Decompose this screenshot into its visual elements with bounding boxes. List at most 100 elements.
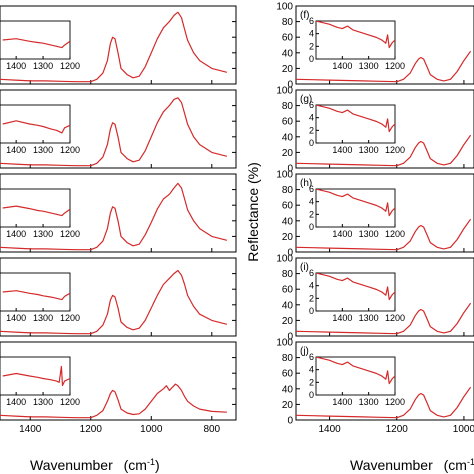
panel-g-inset-y-tick-label: 4 xyxy=(309,113,314,123)
panel-i-inset-series-line xyxy=(316,273,395,301)
panel-b: 1400 1300 1200 xyxy=(0,89,237,169)
panel-j-inset-series-line xyxy=(316,357,395,385)
panel-f-inset-series-line xyxy=(316,21,395,49)
panel-g-letter: (g) xyxy=(300,94,312,105)
panel-f-letter: (f) xyxy=(300,10,309,21)
panel-g-y-tick-label: 20 xyxy=(282,148,294,159)
panel-f-inset-x-tick-label: 1300 xyxy=(359,61,379,71)
left-x-axis-title-text: Wavenumber xyxy=(30,457,113,473)
panel-h: 0 20 40 60 80 100 (h) 0 2 4 6 1400 1300 1200 xyxy=(276,170,474,259)
panel-d-inset-x-tick-label: 1300 xyxy=(33,313,53,323)
panel-f: 0 20 40 60 80 100 (f) 0 2 4 6 1400 1300 1200 xyxy=(276,2,474,91)
panel-a-frame xyxy=(0,5,237,85)
panel-g-y-tick-label: 40 xyxy=(282,132,294,143)
panel-h-inset-x-tick-label: 1300 xyxy=(359,229,379,239)
panel-f-y-tick-label: 100 xyxy=(276,2,293,13)
panel-f-y-tick-label: 40 xyxy=(282,48,294,59)
panel-b-inset-frame xyxy=(0,104,71,144)
panel-h-y-tick-label: 40 xyxy=(282,216,294,227)
panel-b-inset-series-line xyxy=(2,120,70,134)
panel-d-inset-x-tick-label: 1400 xyxy=(6,313,26,323)
panel-a-inset-x-tick-label: 1300 xyxy=(33,61,53,71)
y-axis-title: Reflectance (%) xyxy=(245,162,261,262)
panel-i-y-tick-label: 0 xyxy=(287,332,293,343)
panel-j-inset-y-tick-label: 0 xyxy=(309,390,314,400)
panel-e-inset: 1400 1300 1200 xyxy=(0,356,80,407)
panel-i-inset-x-tick-label: 1300 xyxy=(359,313,379,323)
panel-c-inset-x-tick-label: 1200 xyxy=(60,229,80,239)
panel-h-inset-frame xyxy=(315,188,396,228)
panel-j-y-tick-label: 100 xyxy=(276,338,293,349)
panel-e: 1400 1200 1000 800 1400 1300 1200 xyxy=(0,341,237,435)
left-x-axis-unit-exponent: -1 xyxy=(147,457,155,467)
left-x-axis-unit: (cm xyxy=(124,457,147,473)
panel-c-inset: 1400 1300 1200 xyxy=(0,188,80,239)
panel-h-letter: (h) xyxy=(300,178,312,189)
panel-g-y-tick-label: 60 xyxy=(282,117,294,128)
panel-g-inset-x-tick-label: 1300 xyxy=(359,145,379,155)
panel-f-inset-y-tick-label: 2 xyxy=(309,41,314,51)
panel-h-series-line xyxy=(296,218,472,251)
panel-f-y-tick-label: 0 xyxy=(287,80,293,91)
panel-j-frame xyxy=(295,341,474,421)
panel-c-series-line xyxy=(0,182,228,251)
panel-g-inset-series-line xyxy=(316,105,395,133)
panel-j-y-tick-label: 0 xyxy=(287,416,293,427)
panel-h-inset-y-tick-label: 4 xyxy=(309,197,314,207)
panel-j-y-tick-label: 20 xyxy=(282,400,294,411)
panel-e-x-tick-label: 1000 xyxy=(140,424,163,435)
panel-d-inset-frame xyxy=(0,272,71,312)
panel-c: 1400 1300 1200 xyxy=(0,173,237,253)
panel-e-inset-frame xyxy=(0,356,71,396)
panel-g-inset-x-tick-label: 1200 xyxy=(385,145,405,155)
panel-f-frame xyxy=(295,5,474,85)
panel-e-inset-series-line xyxy=(2,365,70,387)
panel-j-inset: 0 2 4 6 1400 1300 1200 xyxy=(309,352,405,407)
panel-e-x-tick-label: 1200 xyxy=(80,424,103,435)
panel-i-inset-y-tick-label: 6 xyxy=(309,268,314,278)
panel-e-inset-x-tick-label: 1200 xyxy=(60,397,80,407)
panel-g: 0 20 40 60 80 100 (g) 0 2 4 6 1400 1300 1200 xyxy=(276,86,474,175)
panel-d-inset: 1400 1300 1200 xyxy=(0,272,80,323)
panel-h-inset-y-tick-label: 0 xyxy=(309,222,314,232)
panels-layer: 1400 1300 1200 1400 1300 1200 1400 1300 1200 1400… xyxy=(0,2,474,435)
panel-i-inset-frame xyxy=(315,272,396,312)
panel-f-y-tick-label: 80 xyxy=(282,17,294,28)
panel-d-series-line xyxy=(0,269,228,335)
panel-b-inset-x-tick-label: 1400 xyxy=(6,145,26,155)
panel-b-inset: 1400 1300 1200 xyxy=(0,104,80,155)
panel-d-inset-x-tick-label: 1200 xyxy=(60,313,80,323)
panel-h-y-tick-label: 100 xyxy=(276,170,293,181)
panel-c-inset-x-tick-label: 1300 xyxy=(33,229,53,239)
panel-h-inset-x-tick-label: 1400 xyxy=(332,229,352,239)
panel-i-series-line xyxy=(296,302,472,335)
panel-i-frame xyxy=(295,257,474,337)
panel-j-inset-y-tick-label: 2 xyxy=(309,377,314,387)
panel-f-inset-x-tick-label: 1200 xyxy=(385,61,405,71)
left-x-axis-unit-close: ) xyxy=(155,457,160,473)
panel-f-inset-y-tick-label: 4 xyxy=(309,29,314,39)
panel-i-inset-x-tick-label: 1200 xyxy=(385,313,405,323)
panel-j-series-line xyxy=(296,386,472,419)
panel-a-inset-x-tick-label: 1400 xyxy=(6,61,26,71)
panel-j-inset-x-tick-label: 1200 xyxy=(385,397,405,407)
panel-e-frame xyxy=(0,341,237,421)
panel-h-inset-y-tick-label: 6 xyxy=(309,184,314,194)
panel-a-series-line xyxy=(0,11,228,83)
panel-f-y-tick-label: 60 xyxy=(282,33,294,44)
panel-f-inset-frame xyxy=(315,20,396,60)
panel-j-inset-y-tick-label: 6 xyxy=(309,352,314,362)
panel-j-y-tick-label: 80 xyxy=(282,353,294,364)
panel-e-x-tick-label: 1400 xyxy=(19,424,42,435)
panel-i: 0 20 40 60 80 100 (i) 0 2 4 6 1400 1300 1200 xyxy=(276,254,474,343)
panel-g-inset: 0 2 4 6 1400 1300 1200 xyxy=(309,100,405,155)
panel-c-inset-frame xyxy=(0,188,71,228)
panel-i-inset: 0 2 4 6 1400 1300 1200 xyxy=(309,268,405,323)
left-x-axis-title: Wavenumber (cm-1) xyxy=(30,457,160,473)
right-x-axis-title-text: Wavenumber xyxy=(350,457,433,473)
panel-b-inset-x-tick-label: 1300 xyxy=(33,145,53,155)
panel-g-y-tick-label: 0 xyxy=(287,164,293,175)
panel-h-y-tick-label: 0 xyxy=(287,248,293,259)
panel-d-inset-series-line xyxy=(2,290,70,301)
